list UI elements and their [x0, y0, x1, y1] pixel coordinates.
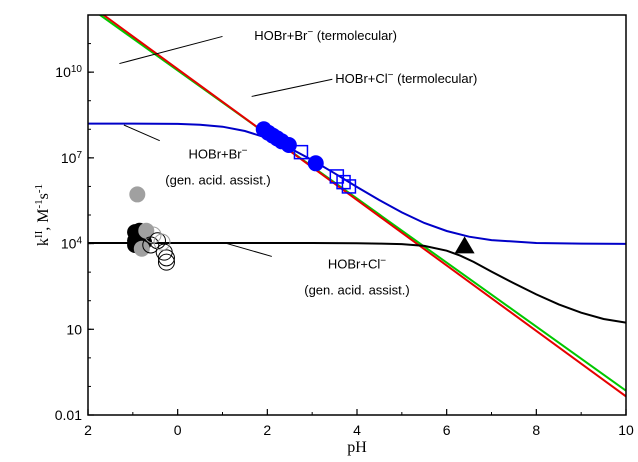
x-tick-label-5: 8 [532, 422, 540, 438]
annotation-2: HOBr+Br− [189, 145, 248, 162]
data-point-5-1 [153, 233, 171, 251]
data-point-3-2 [133, 240, 150, 257]
x-axis-label: pH [347, 439, 367, 456]
series-line-0 [98, 15, 626, 392]
y-tick-label-3: 107 [61, 149, 83, 166]
data-point-3-0 [129, 186, 146, 203]
data-point-5-0 [144, 226, 162, 244]
x-tick-label-1: 0 [174, 422, 182, 438]
annotation-1: HOBr+Cl− (termolecular) [335, 69, 477, 86]
data-point-6-0 [454, 236, 475, 254]
data-point-4-3 [157, 249, 175, 267]
y-tick-label-4: 1010 [55, 64, 82, 81]
x-tick-label-3: 4 [353, 422, 361, 438]
y-axis-label: kII, M-1s-1 [33, 184, 52, 246]
x-tick-label-4: 6 [443, 422, 451, 438]
series-line-3 [88, 242, 626, 324]
data-point-4-4 [157, 253, 175, 271]
plot-area [88, 15, 626, 398]
x-tick-label-6: 10 [618, 422, 634, 438]
annotation-0: HOBr+Br− (termolecular) [254, 27, 397, 44]
annotation-3: (gen. acid. assist.) [165, 172, 271, 187]
annotation-leader-4 [226, 243, 272, 257]
axes: 2 0 2 4 6 8 10 0.01 10 104 107 1010 [55, 14, 634, 438]
x-tick-label-2: 2 [263, 422, 271, 438]
annotation-5: (gen. acid. assist.) [304, 282, 410, 297]
annotation-4: HOBr+Cl− [328, 255, 386, 272]
data-point-0-6 [307, 155, 324, 172]
series-line-1 [101, 15, 626, 398]
data-point-1-0 [293, 144, 309, 160]
y-tick-label-1: 10 [66, 321, 82, 337]
annotations: HOBr+Br− (termolecular) HOBr+Cl− (termole… [119, 27, 477, 297]
data-point-0-5 [280, 137, 297, 153]
data-point-1-3 [341, 179, 357, 194]
y-tick-label-2: 104 [61, 235, 83, 252]
annotation-leader-2 [123, 124, 160, 142]
x-tick-label-0: 2 [84, 422, 92, 438]
annotation-leader-1 [251, 78, 333, 97]
y-tick-label-0: 0.01 [55, 407, 82, 423]
data-point-1-2 [336, 174, 351, 190]
annotation-leader-0 [119, 35, 223, 65]
